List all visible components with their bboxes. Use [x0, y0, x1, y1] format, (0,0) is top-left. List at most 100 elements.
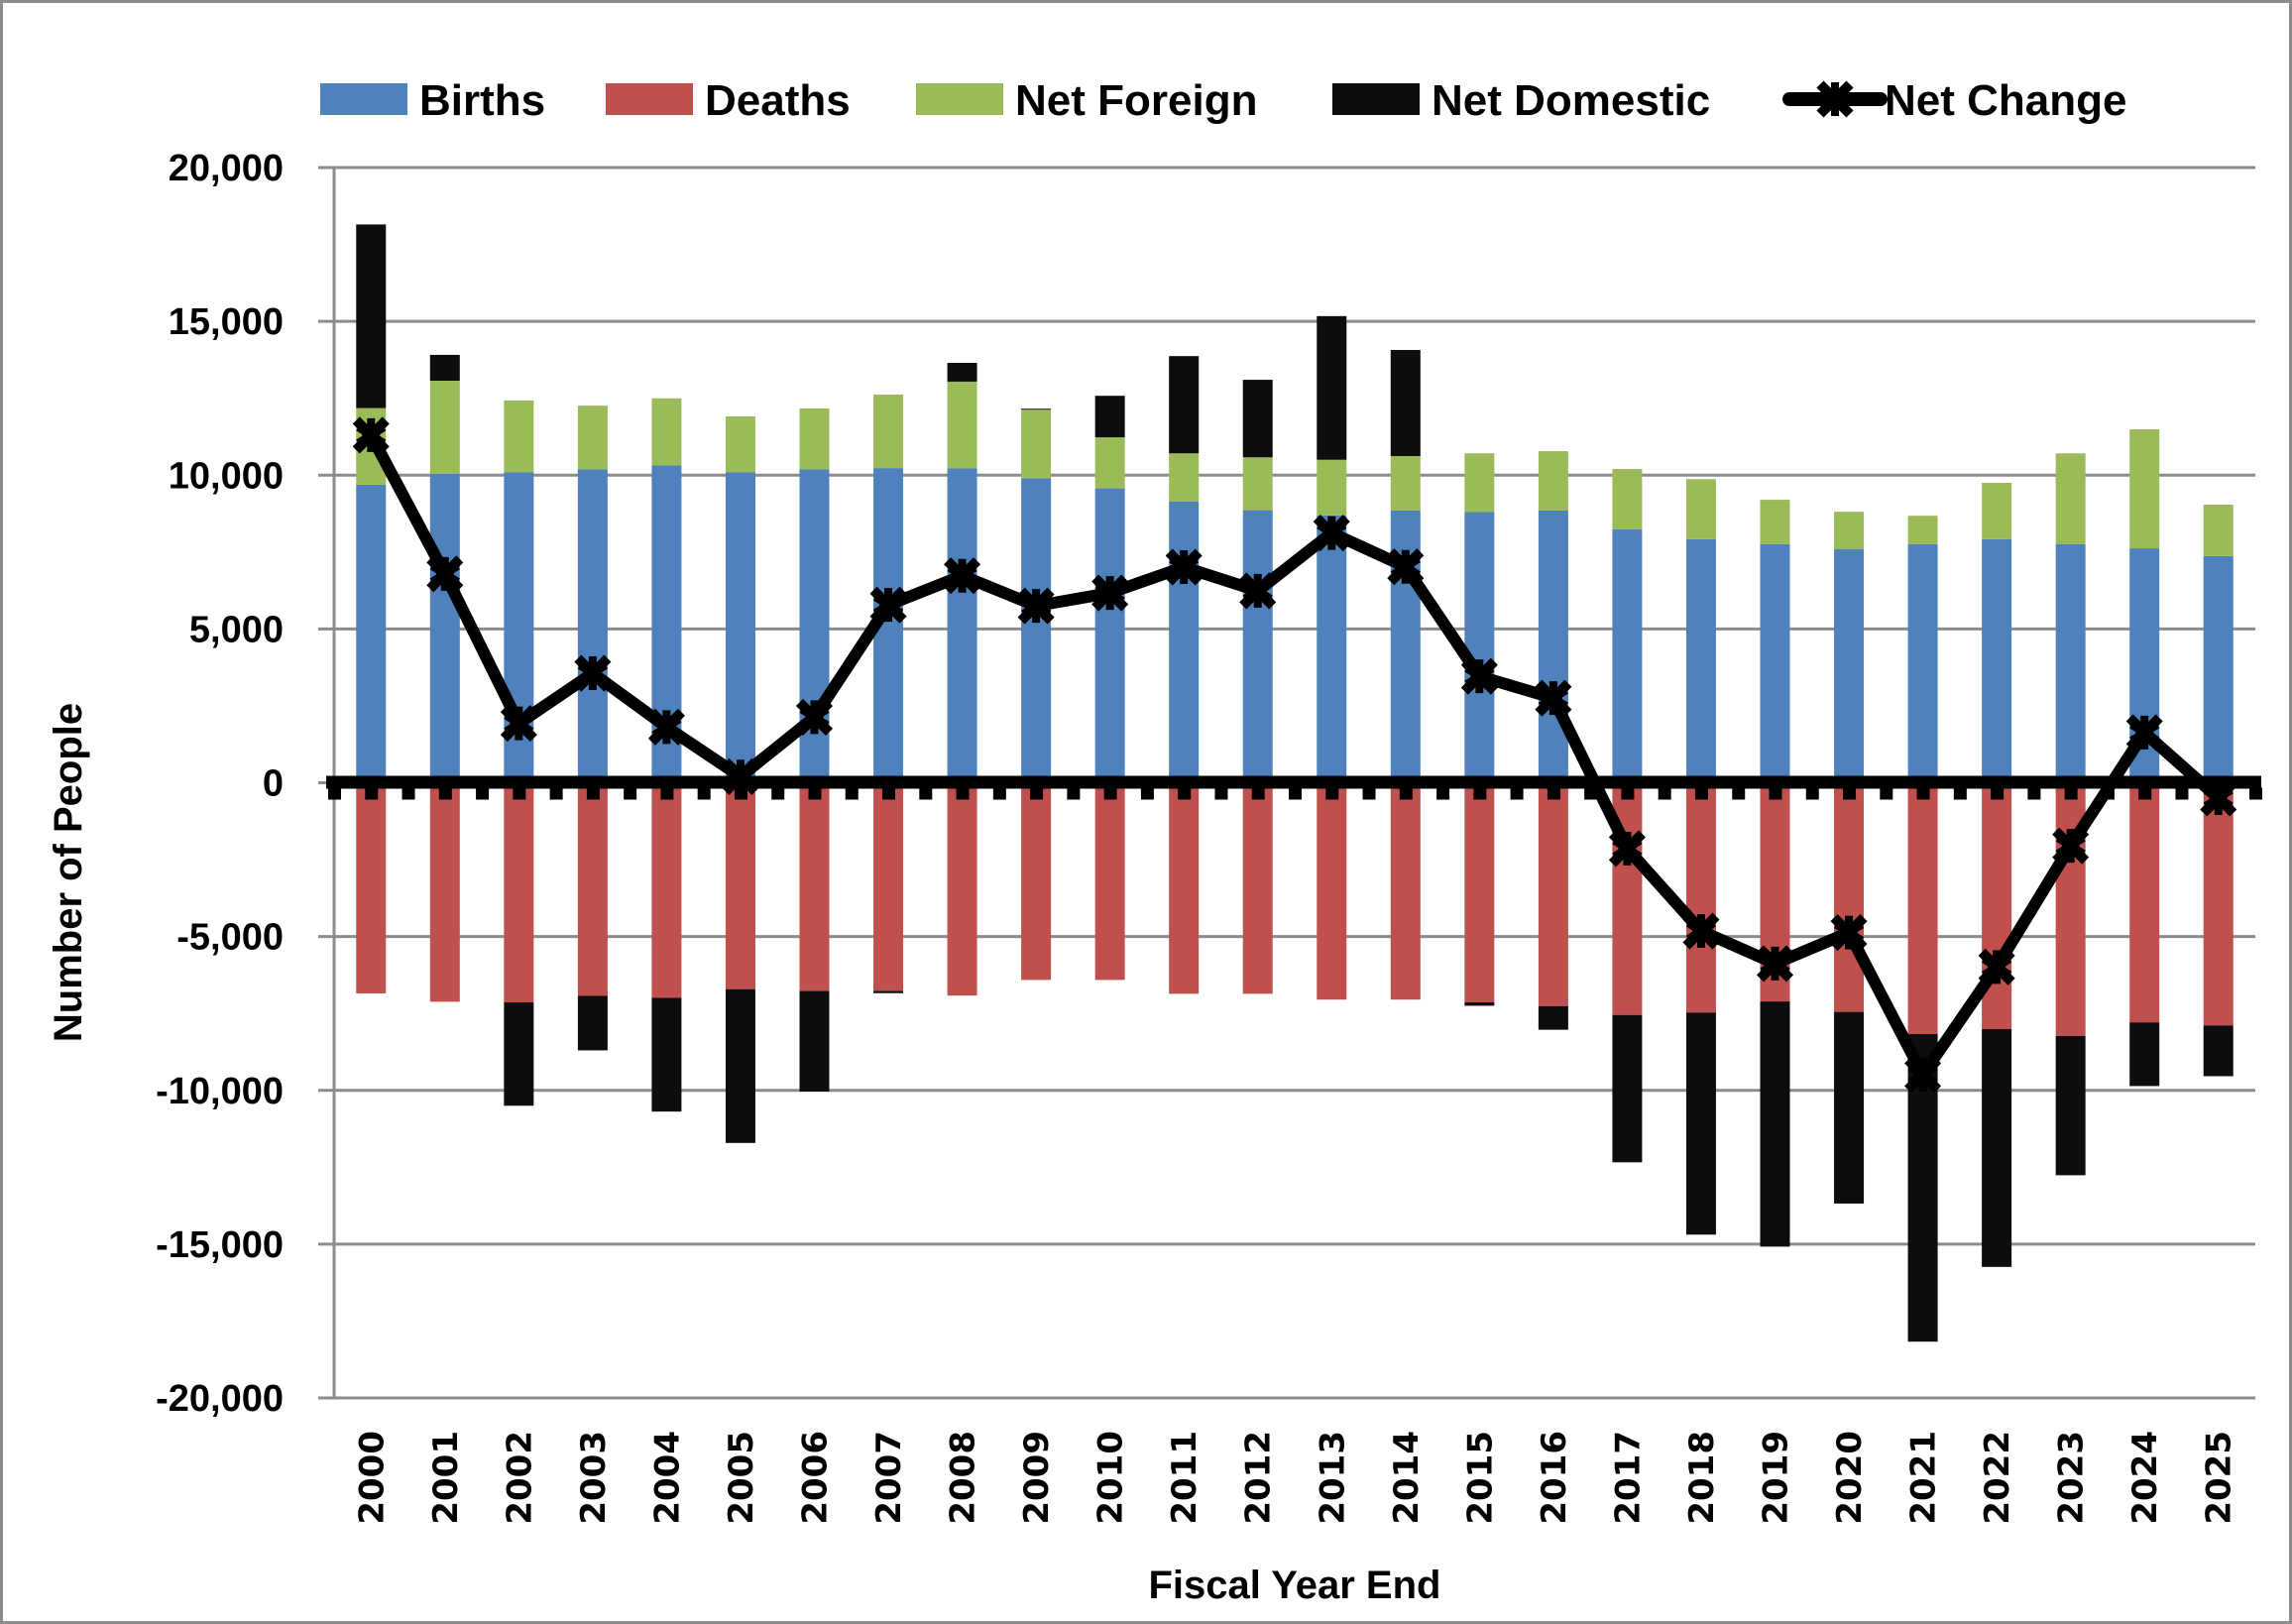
net-change-marker-2003 [574, 654, 612, 692]
x-axis-tick [401, 787, 415, 800]
x-axis-tick [1399, 787, 1413, 800]
bar-deaths-2005 [725, 782, 755, 989]
bar-net-foreign-2016 [1538, 451, 1568, 511]
net-change-line [365, 432, 2223, 1081]
bar-births-2022 [1982, 538, 2012, 783]
x-axis-tick [1953, 787, 1967, 800]
legend-item-net-domestic: Net Domestic [1332, 76, 1710, 125]
legend-label: Net Domestic [1432, 76, 1710, 125]
x-tick-label: 2003 [574, 1431, 614, 1525]
y-tick-label: -5,000 [176, 917, 284, 959]
bar-net-domestic-2013 [1317, 315, 1347, 460]
bar-births-2005 [725, 472, 755, 783]
x-axis-tick [513, 787, 526, 800]
net-change-marker-2004 [647, 708, 685, 746]
x-axis-tick [919, 787, 933, 800]
bar-net-domestic-2018 [1685, 1012, 1716, 1235]
bar-deaths-2014 [1390, 782, 1421, 1000]
bar-deaths-2025 [2203, 782, 2234, 1026]
x-axis-tick [1103, 787, 1117, 800]
x-tick-label: 2020 [1830, 1431, 1870, 1525]
x-axis-tick [2175, 787, 2189, 800]
x-axis-tick [2249, 787, 2262, 800]
bar-births-2010 [1094, 488, 1125, 783]
legend-label: Deaths [705, 76, 851, 125]
bar-net-foreign-2012 [1242, 457, 1273, 511]
bar-net-foreign-2007 [873, 394, 904, 469]
x-axis-tick [1067, 787, 1081, 800]
bar-deaths-2008 [947, 782, 977, 996]
bar-births-2006 [799, 469, 830, 783]
net-change-marker-2021 [1904, 1056, 1942, 1094]
bar-net-domestic-2005 [725, 988, 755, 1143]
legend-label: Net Change [1885, 76, 2126, 125]
net-change-marker-2000 [352, 416, 390, 454]
x-tick-label: 2016 [1535, 1431, 1574, 1525]
bar-net-foreign-2021 [1907, 516, 1938, 544]
bar-net-domestic-2009 [1021, 408, 1052, 410]
x-tick-label: 2008 [944, 1431, 983, 1525]
net-change-marker-2020 [1830, 914, 1868, 952]
bar-net-foreign-2011 [1169, 453, 1200, 502]
bar-net-foreign-2006 [799, 407, 830, 470]
bar-deaths-2020 [1834, 782, 1865, 1012]
net-change-marker-2001 [426, 555, 464, 593]
x-axis-tick [438, 787, 452, 800]
bar-births-2009 [1021, 478, 1052, 783]
x-tick-label: 2012 [1239, 1431, 1279, 1525]
x-axis-tick [1658, 787, 1671, 800]
bar-net-domestic-2006 [799, 990, 830, 1092]
y-tick-label: 20,000 [169, 148, 284, 189]
x-axis-title: Fiscal Year End [1149, 1564, 1441, 1607]
x-axis-tick [808, 787, 822, 800]
bar-deaths-2007 [873, 782, 904, 991]
x-axis-tick [365, 787, 379, 800]
bar-net-domestic-2020 [1834, 1011, 1865, 1204]
net-change-marker-2006 [795, 698, 834, 736]
bar-deaths-2001 [429, 782, 460, 1002]
bar-net-domestic-2017 [1612, 1014, 1643, 1163]
y-tick-label: -10,000 [156, 1071, 284, 1112]
bar-net-domestic-2023 [2055, 1035, 2086, 1176]
x-axis-tick [1325, 787, 1339, 800]
x-tick-label: 2009 [1017, 1431, 1057, 1525]
y-axis-title: Number of People [47, 703, 90, 1042]
bar-net-domestic-2008 [947, 363, 977, 382]
bar-deaths-2015 [1464, 782, 1495, 1003]
net-change-marker-2024 [2125, 714, 2163, 752]
bar-births-2021 [1907, 543, 1938, 783]
bar-deaths-2024 [2129, 782, 2160, 1023]
legend-swatch [916, 83, 1003, 115]
x-tick-label: 2002 [500, 1431, 539, 1525]
x-axis-tick [1732, 787, 1746, 800]
x-tick-label: 2010 [1091, 1431, 1131, 1525]
net-change-marker-2022 [1978, 948, 2015, 986]
bar-deaths-2012 [1242, 782, 1273, 994]
x-tick-label: 2011 [1165, 1431, 1204, 1525]
bar-net-domestic-2015 [1464, 1002, 1495, 1006]
bar-deaths-2002 [504, 782, 534, 1003]
bar-net-domestic-2014 [1390, 349, 1421, 457]
bar-births-2023 [2055, 543, 2086, 783]
bar-net-foreign-2019 [1760, 500, 1790, 544]
net-change-marker-2008 [944, 557, 981, 595]
bar-deaths-2004 [651, 782, 682, 998]
x-axis-tick [882, 787, 896, 800]
x-axis-tick [1178, 787, 1192, 800]
x-tick-label: 2014 [1387, 1431, 1427, 1525]
x-axis-tick-labels: 2000 2001 2002 2003 2004 2005 2006 2007 2008 2009… [352, 1431, 2238, 1525]
bar-net-foreign-2001 [429, 381, 460, 475]
bar-net-domestic-2016 [1538, 1005, 1568, 1030]
bar-births-2016 [1538, 510, 1568, 783]
legend-swatch [606, 83, 693, 115]
bar-deaths-2006 [799, 782, 830, 991]
x-axis-tick [660, 787, 674, 800]
net-change-marker-2023 [2052, 827, 2090, 865]
bar-net-domestic-2007 [873, 990, 904, 993]
x-axis-tick [697, 787, 711, 800]
bar-births-2017 [1612, 528, 1643, 783]
bar-net-domestic-2022 [1982, 1029, 2012, 1267]
bar-net-domestic-2024 [2129, 1022, 2160, 1087]
bar-births-2012 [1242, 510, 1273, 783]
